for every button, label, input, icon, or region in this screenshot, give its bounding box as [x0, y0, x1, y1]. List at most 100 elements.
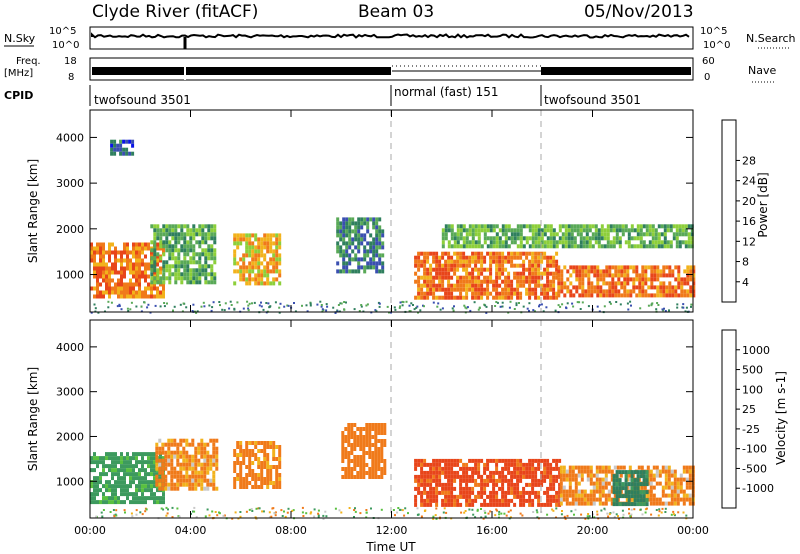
velocity-speckle — [628, 508, 630, 511]
velocity-echo-cell — [480, 478, 484, 483]
velocity-echo-cell — [504, 466, 508, 471]
power-echo-cell — [585, 232, 589, 237]
power-echo-cell — [345, 249, 349, 254]
power-echo-cell — [114, 282, 117, 287]
power-speckle — [172, 309, 174, 312]
power-echo-cell — [474, 228, 478, 233]
velocity-echo-cell — [444, 494, 448, 499]
power-echo-cell — [687, 232, 691, 237]
power-echo-cell — [558, 224, 562, 229]
power-echo-cell — [132, 266, 135, 271]
power-echo-cell — [420, 295, 424, 300]
power-echo-cell — [531, 236, 535, 241]
velocity-echo-cell — [371, 475, 375, 479]
power-echo-cell — [471, 291, 475, 296]
velocity-echo-cell — [583, 469, 587, 474]
power-echo-cell — [153, 232, 157, 237]
power-speckle — [540, 303, 543, 306]
power-echo-cell — [128, 139, 132, 144]
power-speckle — [200, 305, 203, 308]
velocity-echo-cell — [374, 471, 378, 475]
velocity-speckle — [658, 508, 661, 511]
power-echo-cell — [141, 246, 144, 251]
velocity-speckle — [484, 511, 487, 514]
velocity-echo-cell — [568, 465, 572, 470]
velocity-echo-cell — [206, 462, 210, 467]
power-echo-cell — [621, 228, 625, 233]
power-echo-cell — [201, 240, 205, 245]
power-echo-cell — [114, 286, 117, 291]
power-echo-cell — [516, 232, 520, 237]
power-echo-cell — [441, 275, 445, 280]
power-echo-cell — [378, 257, 382, 262]
power-echo-cell — [165, 236, 169, 241]
power-echo-cell — [480, 291, 484, 296]
power-echo-cell — [459, 283, 463, 288]
velocity-echo-cell — [153, 480, 156, 485]
velocity-echo-cell — [269, 441, 273, 445]
power-echo-cell — [186, 252, 190, 257]
velocity-echo-cell — [245, 465, 249, 469]
power-echo-cell — [626, 265, 630, 270]
power-echo-cell — [507, 236, 511, 241]
velocity-speckle — [404, 507, 407, 510]
velocity-echo-cell — [627, 502, 631, 507]
freq-unit: [MHz] — [4, 68, 33, 79]
power-echo-cell — [567, 232, 571, 237]
power-echo-cell — [360, 233, 364, 238]
velocity-echo-cell — [450, 462, 454, 467]
power-echo-cell — [342, 241, 346, 246]
velocity-echo-cell — [562, 469, 566, 474]
velocity-echo-cell — [432, 494, 436, 499]
velocity-echo-cell — [574, 501, 578, 506]
power-echo-cell — [417, 283, 421, 288]
velocity-echo-cell — [200, 466, 204, 471]
power-echo-cell — [354, 257, 358, 262]
velocity-speckle — [618, 517, 620, 520]
power-echo-cell — [162, 264, 166, 269]
power-speckle — [581, 301, 584, 304]
power-echo-cell — [614, 269, 618, 274]
power-speckle — [179, 303, 182, 306]
velocity-echo-cell — [254, 453, 258, 457]
power-echo-cell — [420, 251, 424, 256]
velocity-echo-cell — [239, 485, 243, 489]
velocity-echo-cell — [383, 431, 387, 435]
power-echo-cell — [594, 224, 598, 229]
velocity-speckle — [535, 509, 538, 512]
power-echo-cell — [657, 232, 661, 237]
velocity-echo-cell — [167, 442, 171, 447]
velocity-echo-cell — [501, 494, 505, 499]
y-tick-label: 1000 — [56, 475, 84, 488]
velocity-speckle — [317, 514, 320, 517]
power-echo-cell — [519, 236, 523, 241]
velocity-speckle — [167, 508, 169, 511]
velocity-echo-cell — [414, 494, 418, 499]
velocity-speckle — [322, 517, 325, 520]
velocity-echo-cell — [642, 474, 646, 479]
power-echo-cell — [192, 232, 196, 237]
power-echo-cell — [363, 257, 367, 262]
power-echo-cell — [560, 273, 564, 278]
power-echo-cell — [357, 249, 361, 254]
power-echo-cell — [263, 269, 267, 274]
velocity-echo-cell — [586, 477, 590, 482]
power-speckle — [360, 305, 363, 308]
power-echo-cell — [578, 281, 582, 286]
power-echo-cell — [432, 279, 436, 284]
power-echo-cell — [108, 290, 111, 295]
power-echo-cell — [636, 228, 640, 233]
power-echo-cell — [171, 272, 175, 277]
velocity-echo-cell — [639, 494, 643, 499]
velocity-echo-cell — [549, 462, 553, 467]
power-echo-cell — [474, 291, 478, 296]
power-echo-cell — [147, 274, 150, 279]
power-echo-cell — [447, 267, 451, 272]
velocity-speckle — [487, 512, 490, 515]
power-speckle — [253, 301, 256, 304]
power-speckle — [412, 304, 414, 306]
power-echo-cell — [144, 262, 147, 267]
power-echo-cell — [495, 224, 499, 229]
velocity-echo-cell — [248, 481, 252, 485]
power-echo-cell — [684, 240, 688, 245]
